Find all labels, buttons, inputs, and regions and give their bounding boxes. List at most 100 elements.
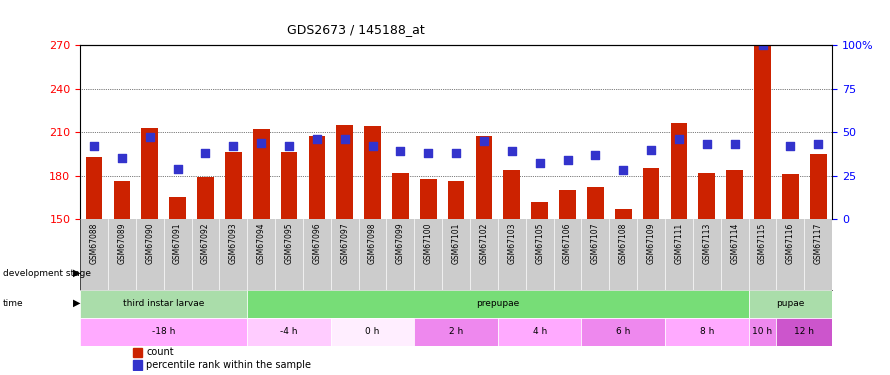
- FancyBboxPatch shape: [498, 318, 581, 346]
- Text: prepupae: prepupae: [476, 299, 520, 308]
- Text: percentile rank within the sample: percentile rank within the sample: [146, 360, 312, 370]
- Point: [115, 155, 129, 161]
- Bar: [420, 178, 437, 219]
- Text: GSM67091: GSM67091: [173, 223, 182, 264]
- Bar: [364, 126, 381, 219]
- Text: GSM67095: GSM67095: [285, 223, 294, 264]
- Text: development stage: development stage: [3, 268, 91, 278]
- Text: GSM67116: GSM67116: [786, 223, 795, 264]
- Text: GSM67103: GSM67103: [507, 223, 516, 264]
- Bar: [726, 170, 743, 219]
- Text: third instar larvae: third instar larvae: [123, 299, 205, 308]
- Bar: [531, 202, 548, 219]
- FancyBboxPatch shape: [776, 318, 832, 346]
- Point: [588, 152, 603, 158]
- Point: [616, 167, 630, 173]
- Text: GSM67101: GSM67101: [451, 223, 461, 264]
- Text: GSM67117: GSM67117: [813, 223, 822, 264]
- Bar: [782, 174, 798, 219]
- Bar: [133, 348, 142, 357]
- Text: GSM67098: GSM67098: [368, 223, 377, 264]
- Text: GSM67109: GSM67109: [647, 223, 656, 264]
- Text: GSM67108: GSM67108: [619, 223, 627, 264]
- Bar: [133, 360, 142, 370]
- FancyBboxPatch shape: [80, 318, 247, 346]
- Point: [226, 143, 240, 149]
- Point: [366, 143, 380, 149]
- Text: GSM67106: GSM67106: [563, 223, 572, 264]
- Text: GSM67113: GSM67113: [702, 223, 711, 264]
- Text: time: time: [3, 298, 23, 307]
- Point: [672, 136, 686, 142]
- Bar: [699, 173, 716, 219]
- FancyBboxPatch shape: [247, 290, 748, 318]
- FancyBboxPatch shape: [331, 318, 415, 346]
- Text: ▶: ▶: [73, 268, 80, 278]
- Point: [87, 143, 101, 149]
- Point: [337, 136, 352, 142]
- Point: [561, 157, 575, 163]
- Point: [644, 147, 659, 153]
- Text: 6 h: 6 h: [616, 327, 630, 336]
- FancyBboxPatch shape: [80, 290, 247, 318]
- Bar: [448, 182, 465, 219]
- Bar: [225, 152, 242, 219]
- Point: [532, 160, 546, 166]
- Text: 2 h: 2 h: [449, 327, 464, 336]
- Text: GSM67097: GSM67097: [340, 223, 349, 264]
- Text: GSM67089: GSM67089: [117, 223, 126, 264]
- Bar: [85, 157, 102, 219]
- Text: 12 h: 12 h: [794, 327, 814, 336]
- FancyBboxPatch shape: [665, 318, 748, 346]
- Bar: [587, 187, 603, 219]
- Text: -18 h: -18 h: [152, 327, 175, 336]
- Text: 8 h: 8 h: [700, 327, 714, 336]
- FancyBboxPatch shape: [748, 318, 776, 346]
- Text: GDS2673 / 145188_at: GDS2673 / 145188_at: [287, 22, 425, 36]
- Text: GSM67115: GSM67115: [758, 223, 767, 264]
- Bar: [559, 190, 576, 219]
- FancyBboxPatch shape: [581, 318, 665, 346]
- Bar: [754, 45, 771, 219]
- FancyBboxPatch shape: [748, 290, 832, 318]
- Point: [254, 140, 268, 146]
- Text: pupae: pupae: [776, 299, 805, 308]
- Point: [142, 134, 157, 140]
- Text: GSM67094: GSM67094: [256, 223, 265, 264]
- Point: [700, 141, 714, 147]
- Bar: [504, 170, 520, 219]
- Bar: [643, 168, 659, 219]
- Bar: [169, 197, 186, 219]
- Bar: [615, 209, 632, 219]
- Text: GSM67105: GSM67105: [535, 223, 544, 264]
- FancyBboxPatch shape: [247, 318, 331, 346]
- Point: [783, 143, 797, 149]
- Text: GSM67090: GSM67090: [145, 223, 154, 264]
- Point: [811, 141, 825, 147]
- Point: [282, 143, 296, 149]
- Point: [198, 150, 213, 156]
- Point: [756, 42, 770, 48]
- Point: [727, 141, 741, 147]
- Text: GSM67102: GSM67102: [480, 223, 489, 264]
- Text: ▶: ▶: [73, 298, 80, 308]
- Text: -4 h: -4 h: [280, 327, 298, 336]
- Bar: [197, 177, 214, 219]
- Bar: [114, 182, 130, 219]
- Text: GSM67100: GSM67100: [424, 223, 433, 264]
- Bar: [280, 152, 297, 219]
- Text: GSM67093: GSM67093: [229, 223, 238, 264]
- Bar: [810, 154, 827, 219]
- Text: GSM67096: GSM67096: [312, 223, 321, 264]
- Text: GSM67114: GSM67114: [730, 223, 740, 264]
- Point: [449, 150, 464, 156]
- Bar: [253, 129, 270, 219]
- Point: [171, 166, 185, 172]
- Text: count: count: [146, 347, 174, 357]
- Bar: [336, 125, 353, 219]
- FancyBboxPatch shape: [415, 318, 498, 346]
- Point: [421, 150, 435, 156]
- Text: GSM67107: GSM67107: [591, 223, 600, 264]
- Text: GSM67088: GSM67088: [90, 223, 99, 264]
- Bar: [309, 136, 325, 219]
